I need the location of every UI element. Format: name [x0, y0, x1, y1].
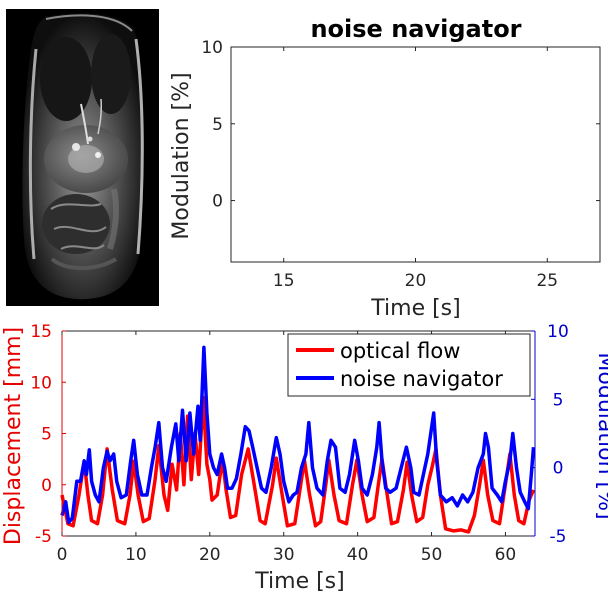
- bottom-x-tick-label: 40: [347, 545, 369, 565]
- bottom-right-y-tick-label: 10: [547, 322, 569, 342]
- top-chart-title: noise navigator: [310, 15, 521, 43]
- series-line-noise-navigator: [60, 345, 536, 525]
- bottom-x-tick-label: 60: [495, 545, 517, 565]
- bottom-right-y-tick-label: -5: [550, 527, 567, 547]
- bottom-right-y-tick-label: 5: [553, 390, 564, 410]
- top-x-tick-label: 25: [536, 271, 558, 291]
- legend: optical flow noise navigator: [287, 333, 531, 397]
- bottom-left-y-tick-label: 15: [30, 322, 52, 342]
- top-y-tick-label: 10: [201, 38, 223, 58]
- top-x-tick-label: 15: [273, 271, 295, 291]
- top-y-tick-label: 5: [212, 115, 223, 135]
- bottom-chart-ylabel-left: Displacement [mm]: [1, 327, 26, 545]
- top-chart-xlabel: Time [s]: [370, 296, 460, 321]
- bottom-x-tick-label: 50: [421, 545, 443, 565]
- top-plot-area: [230, 46, 601, 263]
- bottom-left-y-tick-label: 0: [41, 476, 52, 496]
- bottom-x-tick-label: 20: [199, 545, 221, 565]
- bottom-left-y-tick-label: 10: [30, 373, 52, 393]
- bottom-chart-xlabel: Time [s]: [254, 569, 344, 594]
- bottom-x-tick-label: 10: [125, 545, 147, 565]
- top-chart-ylabel: Modulation [%]: [169, 72, 194, 239]
- top-y-tick-label: 0: [212, 192, 223, 212]
- bottom-x-tick-label: 0: [57, 545, 68, 565]
- legend-noise-navigator-label: noise navigator: [340, 367, 503, 391]
- bottom-left-y-tick-label: 5: [41, 425, 52, 445]
- bottom-right-y-tick-label: 0: [553, 459, 564, 479]
- bottom-chart-ylabel-right: Modulation [%]: [593, 352, 608, 519]
- bottom-left-y-tick-label: -5: [35, 527, 52, 547]
- mri-image: [6, 9, 159, 306]
- bottom-x-tick-label: 30: [273, 545, 295, 565]
- series-line-optical-flow: [60, 395, 536, 534]
- top-chart: 15 20 25 0 5 10 noise navigator Time [s] Modu…: [169, 15, 601, 321]
- legend-optical-flow-label: optical flow: [340, 339, 460, 363]
- top-x-tick-label: 20: [405, 271, 427, 291]
